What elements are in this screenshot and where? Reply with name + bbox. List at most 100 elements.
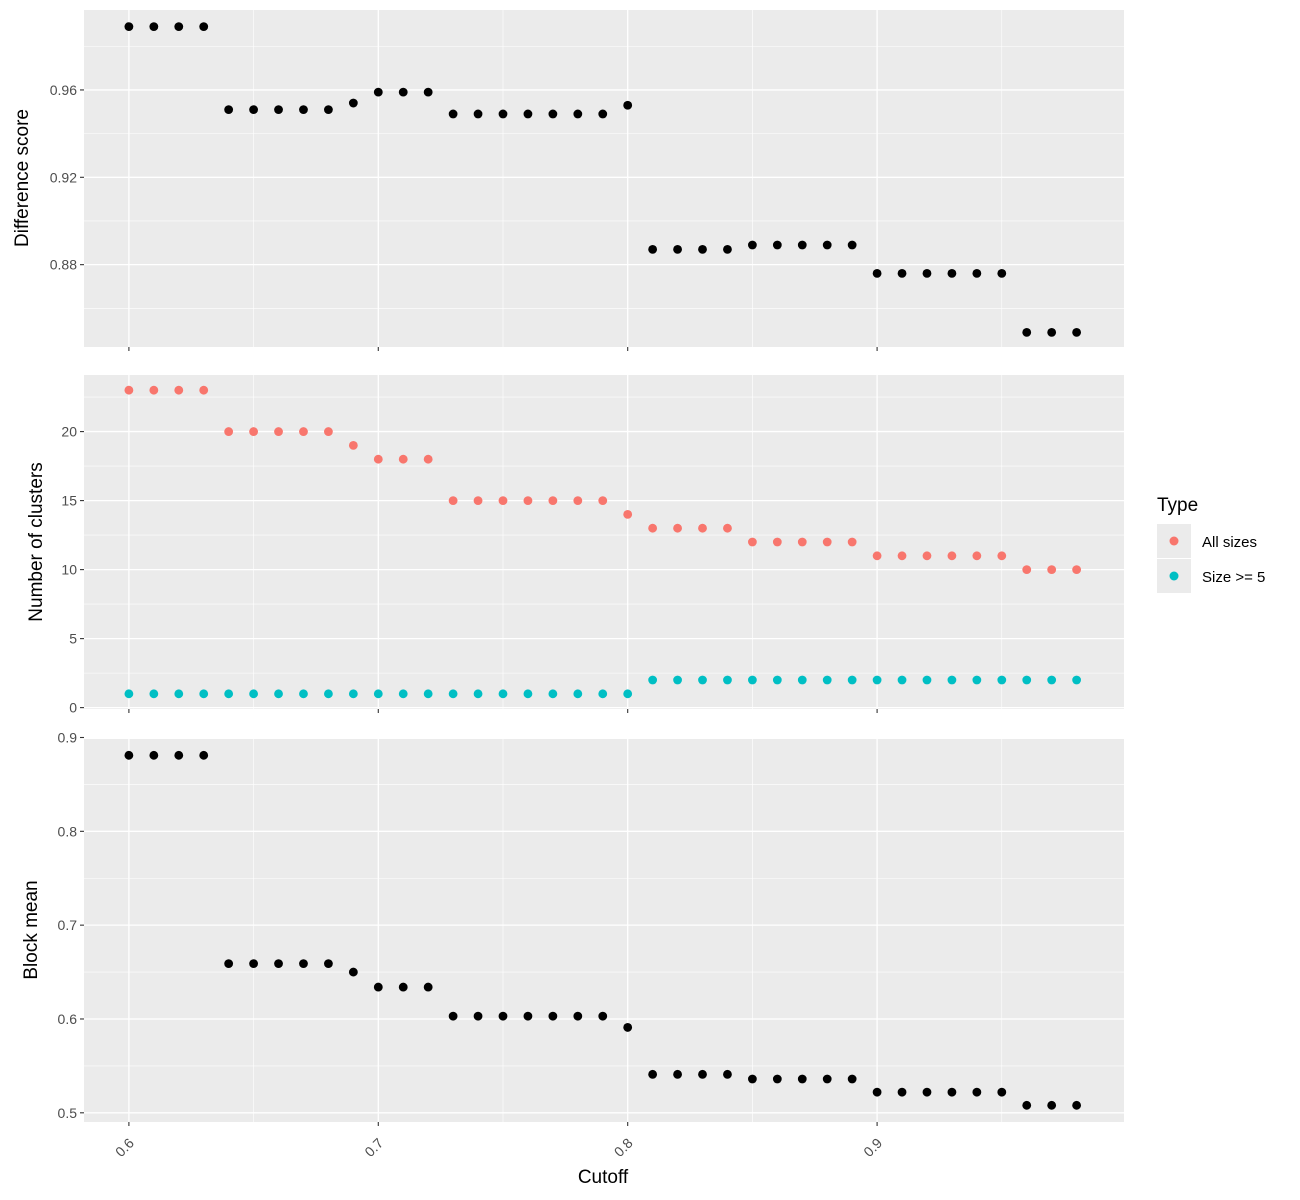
data-point bbox=[224, 105, 234, 114]
data-point bbox=[997, 1087, 1007, 1097]
data-point bbox=[124, 750, 134, 760]
data-point-all-sizes bbox=[174, 385, 184, 395]
y-tick-label: 0.6 bbox=[58, 1011, 78, 1027]
data-point-size-5 bbox=[723, 675, 732, 685]
data-point-all-sizes bbox=[947, 551, 957, 561]
data-point-size-5 bbox=[299, 689, 308, 699]
panel-3: 0.5 0.6 0.7 0.8 0.9 Block mean bbox=[21, 729, 1124, 1126]
data-point bbox=[573, 1011, 583, 1021]
y-tick-label: 0.7 bbox=[58, 917, 78, 933]
data-point bbox=[523, 109, 533, 119]
data-point-all-sizes bbox=[972, 551, 982, 561]
data-point-all-sizes bbox=[623, 509, 633, 519]
data-point-all-sizes bbox=[598, 496, 608, 505]
data-point bbox=[1022, 327, 1032, 337]
data-point-all-sizes bbox=[747, 537, 757, 547]
data-point bbox=[324, 105, 333, 114]
data-point bbox=[648, 1069, 658, 1079]
data-point bbox=[224, 959, 234, 969]
data-point-size-5 bbox=[523, 689, 533, 699]
data-point bbox=[598, 109, 608, 119]
data-point-size-5 bbox=[747, 675, 757, 685]
legend-key-size-5 bbox=[1169, 571, 1179, 581]
data-point-all-sizes bbox=[648, 523, 658, 533]
y-tick-label: 5 bbox=[69, 631, 77, 647]
data-point-all-sizes bbox=[348, 440, 358, 450]
y-tick-label: 0 bbox=[69, 700, 77, 716]
data-point-all-sizes bbox=[249, 427, 258, 436]
data-point bbox=[698, 244, 707, 254]
data-point-size-5 bbox=[822, 675, 832, 685]
data-point bbox=[922, 268, 932, 278]
data-point-size-5 bbox=[249, 689, 258, 699]
data-point bbox=[1047, 1100, 1057, 1110]
data-point-all-sizes bbox=[274, 427, 283, 436]
data-point bbox=[623, 1023, 633, 1032]
panel-background bbox=[84, 10, 1124, 347]
y-tick-label: 0.88 bbox=[50, 257, 77, 273]
y-axis-title: Block mean bbox=[21, 880, 42, 979]
data-point bbox=[124, 22, 134, 31]
data-point bbox=[249, 105, 258, 114]
data-point bbox=[747, 1074, 757, 1084]
data-point-all-sizes bbox=[149, 385, 159, 395]
data-point bbox=[972, 268, 982, 278]
data-point-size-5 bbox=[199, 689, 209, 699]
data-point-all-sizes bbox=[199, 385, 209, 395]
data-point bbox=[398, 87, 408, 97]
data-point-size-5 bbox=[1022, 675, 1032, 685]
data-point-size-5 bbox=[772, 675, 782, 685]
y-tick-label: 0.9 bbox=[58, 729, 78, 745]
legend-title: Type bbox=[1157, 495, 1198, 516]
data-point-size-5 bbox=[947, 675, 957, 685]
data-point bbox=[324, 959, 333, 969]
data-point bbox=[772, 1074, 782, 1084]
data-point-all-sizes bbox=[673, 523, 682, 533]
data-point bbox=[573, 109, 583, 119]
data-point-all-sizes bbox=[897, 551, 907, 561]
legend-label-size-5: Size >= 5 bbox=[1202, 569, 1265, 586]
data-point-size-5 bbox=[149, 689, 159, 699]
data-point-size-5 bbox=[847, 675, 857, 685]
y-axis-title: Number of clusters bbox=[26, 462, 47, 621]
data-point-size-5 bbox=[448, 689, 458, 699]
data-point-all-sizes bbox=[299, 427, 308, 436]
y-tick-label: 20 bbox=[61, 424, 77, 440]
data-point-size-5 bbox=[348, 689, 358, 699]
data-point-size-5 bbox=[274, 689, 283, 699]
data-point-size-5 bbox=[373, 689, 383, 699]
data-point bbox=[398, 982, 408, 992]
data-point-size-5 bbox=[997, 675, 1007, 685]
data-point bbox=[772, 240, 782, 250]
data-point-all-sizes bbox=[548, 496, 558, 505]
data-point-size-5 bbox=[498, 689, 508, 699]
data-point-size-5 bbox=[174, 689, 184, 699]
legend-key-all-sizes bbox=[1169, 536, 1179, 546]
data-point-all-sizes bbox=[772, 537, 782, 547]
y-axis-title: Difference score bbox=[12, 109, 33, 247]
data-point bbox=[623, 100, 633, 110]
data-point-all-sizes bbox=[698, 523, 707, 533]
data-point bbox=[698, 1069, 707, 1079]
data-point bbox=[897, 1087, 907, 1097]
data-point bbox=[274, 105, 283, 114]
data-point bbox=[448, 109, 458, 119]
data-point-all-sizes bbox=[1022, 565, 1032, 575]
data-point bbox=[972, 1087, 982, 1097]
data-point-size-5 bbox=[1047, 675, 1057, 685]
data-point bbox=[249, 959, 258, 969]
data-point bbox=[723, 1069, 732, 1079]
data-point-size-5 bbox=[897, 675, 907, 685]
data-point bbox=[797, 240, 807, 250]
data-point-size-5 bbox=[1072, 675, 1082, 685]
legend: Type All sizes Size >= 5 bbox=[1157, 495, 1265, 593]
data-point-all-sizes bbox=[224, 427, 234, 436]
data-point-size-5 bbox=[548, 689, 558, 699]
data-point bbox=[299, 959, 308, 969]
data-point bbox=[872, 1087, 882, 1097]
data-point bbox=[947, 268, 957, 278]
data-point-size-5 bbox=[797, 675, 807, 685]
data-point-all-sizes bbox=[324, 427, 333, 436]
data-point-size-5 bbox=[473, 689, 483, 699]
data-point bbox=[847, 240, 857, 250]
